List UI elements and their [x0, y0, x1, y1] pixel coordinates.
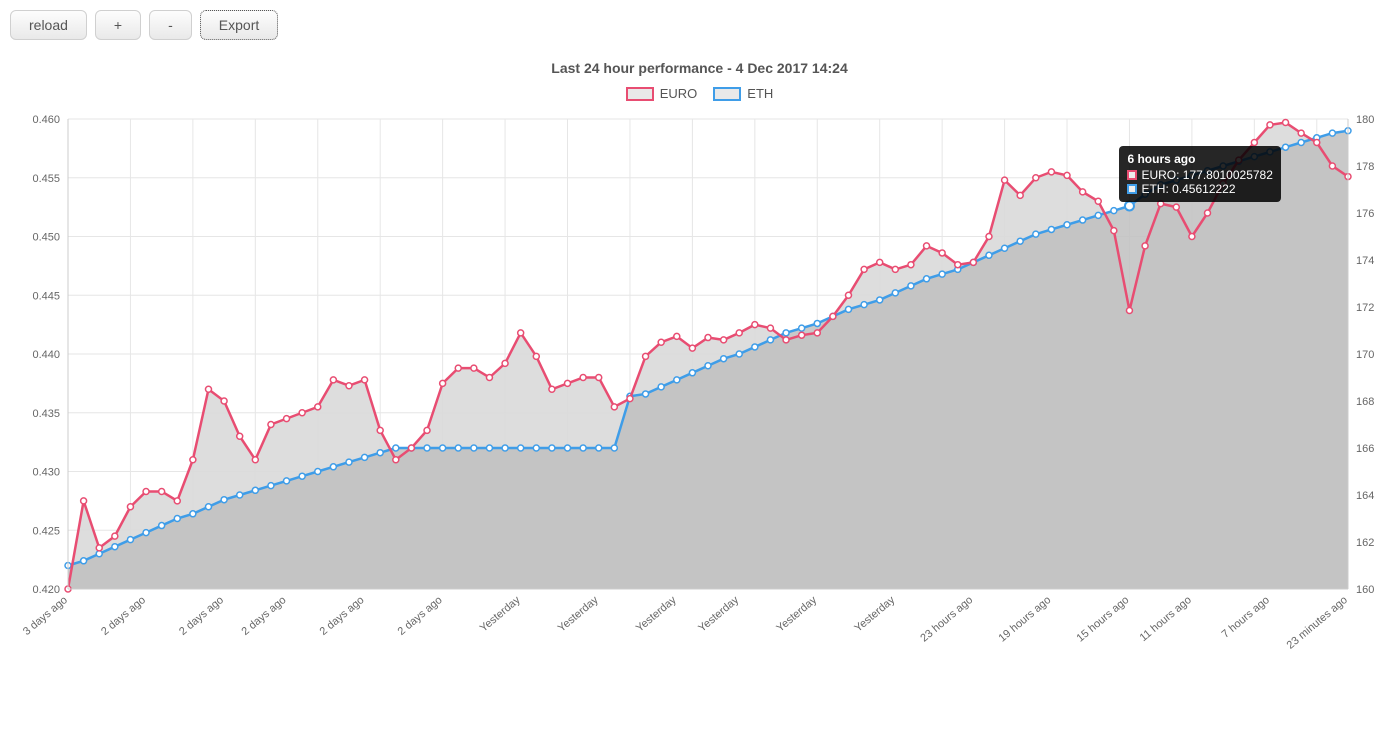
svg-text:0.450: 0.450 — [32, 232, 60, 244]
svg-text:0.460: 0.460 — [32, 114, 60, 126]
legend-swatch-eth — [713, 87, 741, 101]
svg-text:174: 174 — [1356, 255, 1374, 267]
reload-button[interactable]: reload — [10, 10, 87, 40]
svg-text:0.430: 0.430 — [32, 467, 60, 479]
svg-text:2 days ago: 2 days ago — [99, 594, 148, 638]
svg-text:180: 180 — [1356, 114, 1374, 126]
chart-title: Last 24 hour performance - 4 Dec 2017 14… — [10, 60, 1389, 76]
legend-item-eth[interactable]: ETH — [713, 86, 773, 101]
svg-text:0.420: 0.420 — [32, 584, 60, 596]
svg-text:Yesterday: Yesterday — [696, 594, 741, 635]
zoom-in-button[interactable]: + — [95, 10, 141, 40]
svg-text:162: 162 — [1356, 537, 1374, 549]
legend-swatch-euro — [626, 87, 654, 101]
svg-text:0.445: 0.445 — [32, 290, 60, 302]
svg-text:2 days ago: 2 days ago — [396, 594, 445, 638]
svg-text:0.435: 0.435 — [32, 408, 60, 420]
svg-text:Yesterday: Yesterday — [634, 594, 679, 635]
svg-text:23 minutes ago: 23 minutes ago — [1285, 594, 1350, 652]
svg-text:166: 166 — [1356, 443, 1374, 455]
svg-text:11 hours ago: 11 hours ago — [1138, 594, 1194, 644]
svg-text:2 days ago: 2 days ago — [240, 594, 289, 638]
svg-text:2 days ago: 2 days ago — [318, 594, 367, 638]
svg-text:0.440: 0.440 — [32, 349, 60, 361]
svg-text:15 hours ago: 15 hours ago — [1074, 594, 1131, 644]
legend-item-euro[interactable]: EURO — [626, 86, 698, 101]
svg-text:168: 168 — [1356, 396, 1374, 408]
svg-text:170: 170 — [1356, 349, 1374, 361]
svg-text:176: 176 — [1356, 208, 1374, 220]
svg-text:2 days ago: 2 days ago — [177, 594, 226, 638]
svg-text:3 days ago: 3 days ago — [21, 594, 70, 638]
export-button[interactable]: Export — [200, 10, 278, 40]
svg-text:Yesterday: Yesterday — [774, 594, 819, 635]
chart-legend: EURO ETH — [10, 86, 1389, 101]
legend-label-euro: EURO — [660, 86, 698, 101]
svg-text:178: 178 — [1356, 161, 1374, 173]
svg-text:19 hours ago: 19 hours ago — [996, 594, 1053, 644]
svg-text:0.455: 0.455 — [32, 173, 60, 185]
svg-text:Yesterday: Yesterday — [556, 594, 601, 635]
svg-text:7 hours ago: 7 hours ago — [1220, 594, 1272, 641]
svg-text:Yesterday: Yesterday — [478, 594, 523, 635]
toolbar: reload + - Export — [10, 10, 1389, 40]
legend-label-eth: ETH — [747, 86, 773, 101]
svg-text:164: 164 — [1356, 490, 1374, 502]
chart-svg: 0.420 0.425 0.430 0.435 0.440 0.445 0.450 0.455… — [10, 109, 1389, 729]
chart-area[interactable]: 0.420 0.425 0.430 0.435 0.440 0.445 0.450 0.455… — [10, 109, 1389, 729]
zoom-out-button[interactable]: - — [149, 10, 192, 40]
svg-text:23 hours ago: 23 hours ago — [918, 594, 975, 644]
svg-text:172: 172 — [1356, 302, 1374, 314]
svg-text:Yesterday: Yesterday — [852, 594, 897, 635]
svg-text:0.425: 0.425 — [32, 525, 60, 537]
svg-text:160: 160 — [1356, 584, 1374, 596]
